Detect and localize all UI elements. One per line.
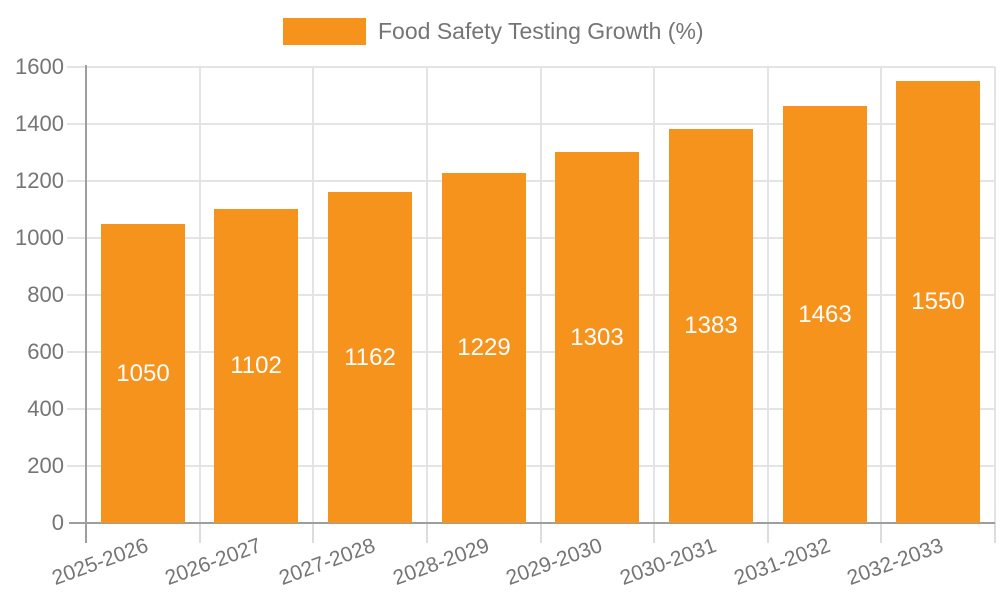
x-axis-tick <box>199 523 201 543</box>
x-axis-tick <box>312 523 314 543</box>
x-gridline <box>540 67 542 523</box>
x-axis-tick <box>653 523 655 543</box>
y-axis-tick-label: 1400 <box>15 111 64 136</box>
y-axis-tick-label: 600 <box>27 339 64 364</box>
bar-value-label: 1102 <box>230 352 282 379</box>
x-axis-category-label: 2031-2032 <box>730 534 833 590</box>
bar[interactable]: 1102 <box>214 209 298 523</box>
bar[interactable]: 1383 <box>669 129 753 523</box>
x-gridline <box>199 67 201 523</box>
bar[interactable]: 1050 <box>101 224 185 523</box>
bar-value-label: 1162 <box>344 343 396 371</box>
x-axis-tick <box>994 523 996 543</box>
y-gridline <box>67 408 995 410</box>
x-axis-category-label: 2030-2031 <box>616 534 719 590</box>
y-gridline <box>67 465 995 467</box>
x-axis-category-label: 2032-2033 <box>843 534 946 590</box>
x-gridline <box>426 67 428 523</box>
bar[interactable]: 1162 <box>328 192 412 523</box>
x-axis-tick <box>540 523 542 543</box>
y-axis-tick-label: 800 <box>27 282 64 307</box>
y-gridline <box>67 66 995 68</box>
x-axis-tick <box>880 523 882 543</box>
y-axis-line <box>85 65 87 543</box>
x-axis-category-label: 2028-2029 <box>389 534 492 590</box>
y-axis-tick-label: 1000 <box>15 225 64 250</box>
bar-value-label: 1463 <box>798 300 852 328</box>
x-axis-category-label: 2027-2028 <box>275 534 378 590</box>
x-axis-line <box>69 522 995 524</box>
bar-value-label: 1303 <box>570 323 624 351</box>
y-axis-tick-label: 0 <box>51 510 64 535</box>
y-gridline <box>67 294 995 296</box>
x-gridline <box>653 67 655 523</box>
x-axis-tick <box>426 523 428 543</box>
x-axis-category-label: 2025-2026 <box>48 534 151 590</box>
bar[interactable]: 1550 <box>896 81 980 523</box>
bar-value-label: 1383 <box>684 312 738 339</box>
x-gridline <box>994 67 996 523</box>
y-axis-tick-label: 200 <box>27 453 64 478</box>
x-gridline <box>312 67 314 523</box>
chart-legend: Food Safety Testing Growth (%) <box>283 18 704 45</box>
y-axis-tick-label: 400 <box>27 396 64 421</box>
y-gridline <box>67 180 995 182</box>
legend-swatch <box>283 18 366 45</box>
y-gridline <box>67 351 995 353</box>
x-axis-category-label: 2026-2027 <box>161 534 264 590</box>
bar-value-label: 1050 <box>116 359 170 387</box>
bar-value-label: 1229 <box>457 334 511 361</box>
y-gridline <box>67 237 995 239</box>
x-gridline <box>767 67 769 523</box>
y-axis-tick-label: 1200 <box>15 168 64 193</box>
bar-value-label: 1550 <box>911 288 965 315</box>
bar[interactable]: 1303 <box>555 152 639 523</box>
y-axis-tick-label: 1600 <box>15 54 64 79</box>
y-gridline <box>67 123 995 125</box>
x-axis-tick <box>767 523 769 543</box>
x-gridline <box>880 67 882 523</box>
legend-label: Food Safety Testing Growth (%) <box>378 18 704 44</box>
bar[interactable]: 1463 <box>783 106 867 523</box>
x-axis-category-label: 2029-2030 <box>502 534 605 590</box>
bar[interactable]: 1229 <box>442 173 526 523</box>
